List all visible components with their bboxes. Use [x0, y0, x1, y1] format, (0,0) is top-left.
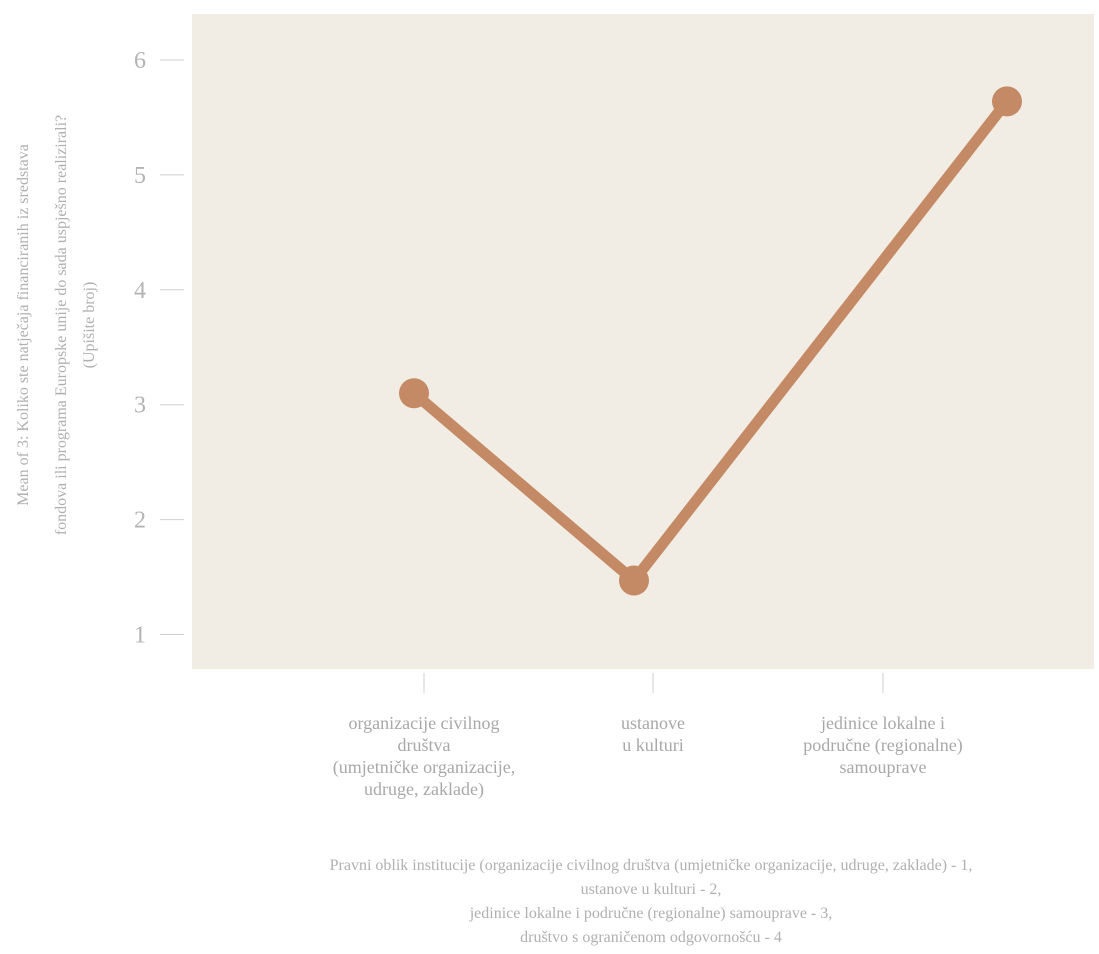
data-point — [992, 86, 1022, 117]
y-axis-title-line: fondova ili programa Europske unije do s… — [53, 115, 70, 535]
y-axis-title-line: Mean of 3: Koliko ste natječaja financir… — [15, 144, 32, 506]
y-tick-label: 1 — [134, 623, 146, 649]
y-tick-label: 6 — [134, 48, 146, 74]
y-axis: 1 2 3 4 5 6 — [134, 48, 184, 649]
x-axis-title-line: jedinice lokalne i područne (regionalne)… — [469, 905, 833, 922]
y-tick-label: 3 — [134, 393, 146, 419]
data-series — [399, 86, 1022, 596]
y-axis-title: Mean of 3: Koliko ste natječaja financir… — [15, 115, 98, 535]
y-axis-title-line: (Upišite broj) — [81, 282, 98, 369]
y-tick-label: 5 — [134, 163, 146, 189]
x-tick-label: jedinice lokalne i područne (regionalne) s… — [803, 713, 962, 777]
y-tick-label: 4 — [134, 278, 146, 304]
y-tick-label: 2 — [134, 508, 146, 534]
data-point — [619, 565, 649, 596]
x-axis: organizacije civilnog društva (umjetničke … — [333, 673, 963, 800]
x-tick-label: organizacije civilnog društva (umjetničke … — [333, 713, 516, 800]
x-axis-title-line: društvo s ograničenom odgovornošću - 4 — [520, 929, 782, 946]
x-axis-title-line: ustanove u kulturi - 2, — [581, 881, 722, 898]
data-point — [399, 378, 429, 409]
x-axis-title-line: Pravni oblik institucije (organizacije c… — [330, 857, 973, 874]
plot-panel — [192, 14, 1094, 669]
x-tick-label: ustanove u kulturi — [621, 713, 685, 755]
x-axis-title: Pravni oblik institucije (organizacije c… — [330, 857, 973, 946]
